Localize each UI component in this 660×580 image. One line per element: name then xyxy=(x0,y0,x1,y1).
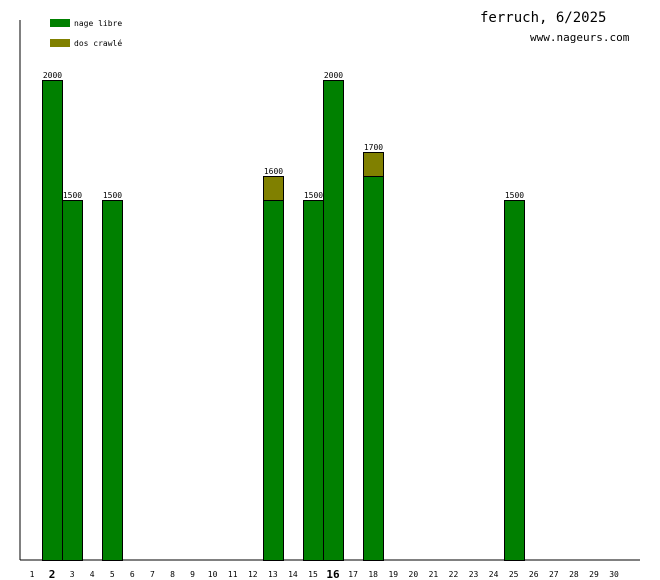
x-tick-label: 15 xyxy=(308,570,318,579)
bar-day-13-backstroke xyxy=(263,176,284,201)
x-tick-label: 1 xyxy=(30,570,35,579)
x-tick-label: 19 xyxy=(388,570,398,579)
chart-title: ferruch, 6/2025 xyxy=(480,10,607,26)
legend-swatch-backstroke xyxy=(50,39,70,47)
x-tick-label: 8 xyxy=(170,570,175,579)
bar-day-15-freestyle xyxy=(303,200,324,561)
bar-day-18-backstroke xyxy=(363,152,384,177)
x-tick-label: 14 xyxy=(288,570,298,579)
bar-day-2-freestyle xyxy=(42,80,63,561)
x-tick-label: 10 xyxy=(208,570,218,579)
bar-value-label: 2000 xyxy=(43,71,62,80)
x-tick-label: 20 xyxy=(409,570,419,579)
bar-value-label: 1700 xyxy=(364,143,383,152)
legend-item-freestyle: nage libre xyxy=(50,17,122,29)
x-tick-label: 3 xyxy=(70,570,75,579)
x-tick-label: 18 xyxy=(368,570,378,579)
bar-day-18-freestyle xyxy=(363,176,384,561)
site-url: www.nageurs.com xyxy=(530,31,630,44)
x-tick-label: 22 xyxy=(449,570,459,579)
bar-value-label: 1500 xyxy=(63,191,82,200)
x-tick-label: 30 xyxy=(609,570,619,579)
x-tick-label: 12 xyxy=(248,570,258,579)
x-tick-label: 5 xyxy=(110,570,115,579)
x-tick-label: 9 xyxy=(190,570,195,579)
bar-value-label: 1500 xyxy=(304,191,323,200)
legend-label-backstroke: dos crawlé xyxy=(74,38,123,48)
x-tick-label: 29 xyxy=(589,570,599,579)
x-tick-label: 28 xyxy=(569,570,579,579)
legend-label-freestyle: nage libre xyxy=(74,18,123,28)
bar-value-label: 1500 xyxy=(103,191,122,200)
x-tick-label: 26 xyxy=(529,570,539,579)
x-tick-label: 13 xyxy=(268,570,278,579)
x-tick-label: 2 xyxy=(49,568,56,580)
bar-day-5-freestyle xyxy=(102,200,123,561)
bar-day-13-freestyle xyxy=(263,200,284,561)
bar-value-label: 1600 xyxy=(264,167,283,176)
bar-value-label: 1500 xyxy=(505,191,524,200)
x-tick-label: 27 xyxy=(549,570,559,579)
x-tick-label: 16 xyxy=(326,568,340,580)
bar-day-16-freestyle xyxy=(323,80,344,561)
bar-day-25-freestyle xyxy=(504,200,525,561)
x-tick-label: 25 xyxy=(509,570,519,579)
x-tick-label: 4 xyxy=(90,570,95,579)
x-tick-label: 7 xyxy=(150,570,155,579)
x-tick-label: 11 xyxy=(228,570,238,579)
x-tick-label: 24 xyxy=(489,570,499,579)
x-tick-label: 6 xyxy=(130,570,135,579)
x-tick-label: 23 xyxy=(469,570,479,579)
x-tick-label: 17 xyxy=(348,570,358,579)
bar-day-3-freestyle xyxy=(62,200,83,561)
x-tick-label: 21 xyxy=(429,570,439,579)
legend-swatch-freestyle xyxy=(50,19,70,27)
bar-value-label: 2000 xyxy=(324,71,343,80)
legend-item-backstroke: dos crawlé xyxy=(50,37,122,49)
